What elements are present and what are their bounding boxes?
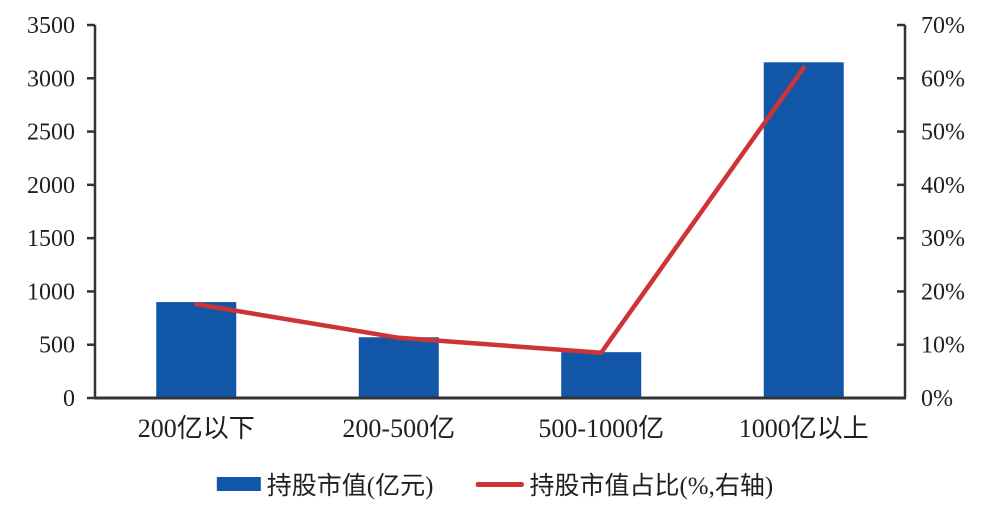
x-category-label: 200-500亿: [342, 414, 455, 443]
line-series-swatch: [475, 481, 524, 487]
x-category-label: 200亿以下: [138, 414, 255, 443]
line-series: [194, 65, 806, 355]
y-right-tick-label: 70%: [921, 13, 965, 39]
y-right-tick-label: 10%: [921, 333, 965, 359]
y-right-tick-label: 40%: [921, 173, 965, 199]
y-left-tick-label: 1000: [27, 279, 75, 305]
x-category-label: 1000亿以上: [739, 414, 869, 443]
y-left-tick-label: 3500: [27, 13, 75, 39]
combo-chart: 0 500 1000 1500 2000 2500 3000 3500 0% 10% 20% 30% 4…: [27, 13, 965, 443]
y-left-tick-label: 2500: [27, 120, 75, 146]
bar-2: [561, 352, 642, 398]
bar-series-swatch: [216, 477, 261, 491]
y-left-tick-label: 2000: [27, 173, 75, 199]
y-left-tick-label: 0: [63, 386, 75, 412]
legend-item-bar: 持股市值(亿元): [216, 466, 434, 502]
y-right-tick-label: 60%: [921, 66, 965, 92]
y-right-tick-label: 30%: [921, 226, 965, 252]
bar-3: [763, 62, 844, 399]
legend-label-line: 持股市值占比(%,右轴): [529, 473, 774, 500]
legend-label-bar: 持股市值(亿元): [266, 473, 434, 500]
y-right-tick-label: 50%: [921, 120, 965, 146]
chart-legend: 持股市值(亿元) 持股市值占比(%,右轴): [216, 466, 773, 502]
x-category-label: 500-1000亿: [538, 414, 664, 443]
bar-1: [358, 337, 439, 398]
bar-0: [156, 302, 237, 398]
legend-item-line: 持股市值占比(%,右轴): [475, 466, 773, 502]
y-right-tick-label: 20%: [921, 279, 965, 305]
y-left-tick-label: 3000: [27, 66, 75, 92]
y-right-tick-label: 0%: [921, 386, 953, 412]
y-left-tick-label: 1500: [27, 226, 75, 252]
y-left-tick-label: 500: [39, 333, 75, 359]
